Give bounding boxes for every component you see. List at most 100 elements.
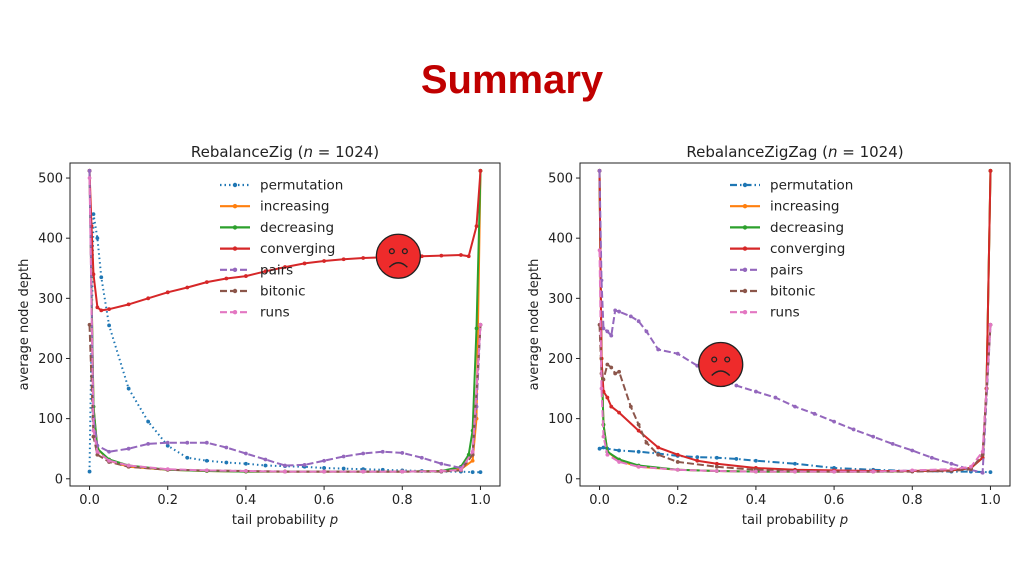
- data-point-runs: [459, 467, 463, 472]
- legend-marker-bitonic: [742, 288, 748, 294]
- data-point-pairs: [812, 411, 817, 416]
- data-point-decreasing: [466, 452, 471, 457]
- legend-marker-decreasing: [232, 225, 238, 230]
- data-point-runs: [478, 322, 483, 327]
- data-point-bitonic: [656, 452, 661, 457]
- data-point-permutation: [99, 275, 104, 280]
- data-point-bitonic: [87, 322, 92, 327]
- data-point-converging: [988, 168, 993, 173]
- data-point-pairs: [185, 440, 190, 445]
- data-point-pairs: [793, 404, 797, 409]
- data-point-converging: [439, 253, 444, 258]
- data-point-pairs: [597, 168, 602, 173]
- legend-label-increasing: increasing: [770, 199, 839, 215]
- data-point-permutation: [341, 466, 346, 471]
- chart-rebalance-zig: RebalanceZig (n = 1024) 0.0 0.2 0.4 0.6 0.8 1.…: [17, 143, 501, 528]
- data-point-bitonic: [91, 434, 96, 439]
- data-point-pairs: [244, 451, 248, 456]
- data-point-converging: [185, 285, 190, 290]
- data-point-permutation: [754, 458, 758, 463]
- x-tick-label: 0.4: [746, 493, 767, 508]
- data-point-runs: [988, 322, 993, 327]
- data-point-pairs: [224, 445, 229, 450]
- data-point-converging: [107, 307, 111, 312]
- data-point-pairs: [605, 329, 610, 334]
- data-point-pairs: [609, 333, 614, 338]
- data-point-pairs: [87, 168, 92, 173]
- data-point-runs: [470, 449, 475, 454]
- data-point-converging: [714, 461, 719, 466]
- data-point-converging: [478, 168, 483, 173]
- data-point-pairs: [617, 309, 621, 314]
- data-point-runs: [91, 428, 96, 433]
- legend-marker-converging: [232, 246, 238, 251]
- data-point-pairs: [929, 455, 934, 460]
- y-tick-label: 200: [38, 352, 63, 367]
- series-line-bitonic: [88, 324, 482, 473]
- legend-label-pairs: pairs: [770, 262, 803, 278]
- legend: permutation increasing decreasing convergin…: [220, 178, 343, 321]
- legend-marker-runs: [742, 310, 748, 315]
- y-tick-label: 300: [38, 292, 63, 307]
- series-runs: [597, 248, 993, 474]
- data-point-converging: [146, 296, 151, 301]
- data-point-bitonic: [617, 369, 621, 374]
- y-tick-label: 0: [565, 472, 573, 487]
- data-point-permutation: [185, 455, 190, 460]
- data-point-runs: [969, 464, 973, 469]
- data-point-converging: [126, 302, 131, 307]
- series-line-increasing: [598, 170, 992, 473]
- data-point-runs: [439, 469, 444, 473]
- data-point-converging: [675, 452, 680, 457]
- data-point-pairs: [204, 440, 209, 445]
- legend-marker-bitonic: [232, 288, 238, 294]
- legend-label-pairs: pairs: [260, 262, 293, 278]
- data-point-permutation: [470, 470, 475, 475]
- data-point-runs: [165, 467, 170, 472]
- x-tick-label: 1.0: [980, 493, 1001, 508]
- legend-marker-pairs: [742, 267, 748, 272]
- legend-label-decreasing: decreasing: [260, 220, 334, 236]
- data-point-converging: [656, 445, 661, 450]
- data-point-permutation: [244, 461, 248, 466]
- data-point-bitonic: [605, 362, 610, 367]
- data-point-runs: [599, 386, 604, 391]
- data-point-decreasing: [474, 326, 479, 331]
- data-point-permutation: [146, 419, 151, 424]
- x-tick-label: 0.8: [902, 493, 923, 508]
- x-tick-label: 0.2: [667, 493, 688, 508]
- series-line-bitonic: [598, 324, 992, 473]
- data-point-runs: [949, 467, 954, 472]
- data-point-converging: [224, 276, 229, 281]
- data-point-runs: [871, 469, 876, 474]
- x-tick-label: 0.4: [236, 493, 257, 508]
- data-point-runs: [714, 469, 719, 473]
- data-point-permutation: [734, 457, 739, 461]
- legend-marker-converging: [742, 246, 748, 251]
- data-point-converging: [263, 269, 268, 274]
- data-point-pairs: [832, 419, 836, 424]
- data-point-pairs: [656, 347, 661, 352]
- legend-label-bitonic: bitonic: [260, 284, 306, 300]
- data-point-pairs: [400, 451, 405, 455]
- data-point-runs: [322, 469, 326, 474]
- y-tick-label: 0: [55, 472, 63, 487]
- data-point-pairs: [263, 457, 268, 462]
- data-point-permutation: [988, 470, 993, 475]
- legend-marker-runs: [232, 310, 238, 315]
- data-point-pairs: [380, 449, 385, 454]
- data-point-pairs: [126, 446, 131, 451]
- data-point-pairs: [322, 458, 326, 463]
- y-tick-label: 400: [38, 232, 63, 247]
- x-tick-label: 0.6: [314, 493, 335, 508]
- x-tick-label: 0.2: [157, 493, 178, 508]
- y-axis-label: average node depth: [17, 259, 32, 391]
- data-point-pairs: [754, 389, 758, 394]
- data-point-runs: [107, 458, 111, 463]
- x-tick-label: 0.8: [392, 493, 413, 508]
- data-point-runs: [95, 449, 100, 454]
- legend-marker-increasing: [232, 204, 238, 209]
- data-point-runs: [361, 469, 366, 474]
- legend-label-decreasing: decreasing: [770, 220, 844, 236]
- data-point-pairs: [601, 326, 606, 331]
